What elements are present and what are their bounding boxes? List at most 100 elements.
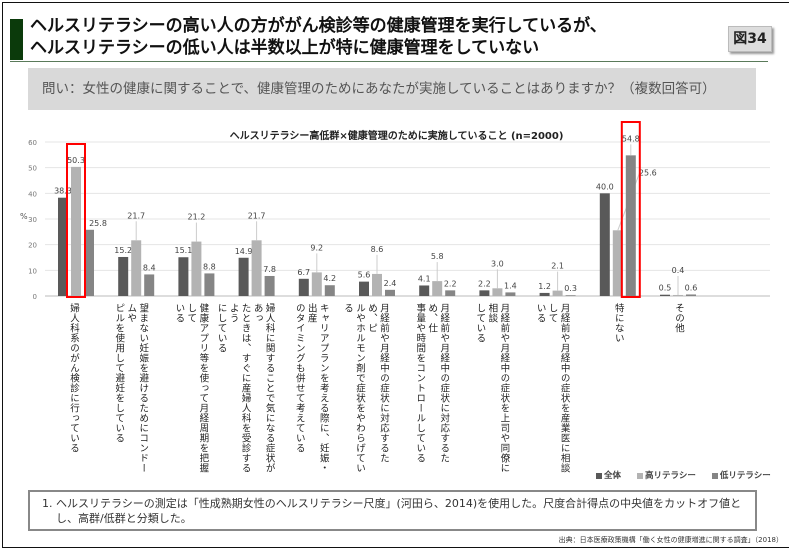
chart-title: ヘルスリテラシー高低群×健康管理のために実施していること (n=2000) [229, 131, 564, 142]
category-label: 月経前や月経中の症状を上司や同僚に相談 している [474, 303, 510, 478]
figure-number-badge: 図34 [728, 26, 772, 52]
bar-high [131, 240, 142, 296]
data-label: 25.6 [639, 168, 657, 177]
legend-item: 高リテラシー [637, 469, 696, 481]
category-label: 健康アプリ等を使って月経周期を把握して いる [173, 303, 208, 478]
bar-low [84, 229, 94, 296]
bar-high [311, 272, 322, 296]
legend-swatch [596, 472, 602, 479]
category-label: 望まない妊娠を避けるためにコンドームや ピルを使用して避妊をしている [113, 303, 148, 478]
bar-all [539, 292, 550, 296]
bar-low [505, 292, 516, 296]
data-label: 9.2 [310, 243, 323, 252]
bar-high [372, 273, 382, 296]
bar-all [118, 256, 129, 296]
category-label: 特にない [612, 303, 624, 478]
data-label: 50.3 [67, 156, 85, 165]
y-tick-label: 0 [33, 293, 37, 301]
bar-high [612, 230, 623, 296]
data-label: 0.3 [564, 284, 577, 293]
bar-low [264, 275, 275, 296]
y-tick-label: 50 [28, 165, 37, 173]
category-label-line: 月経前や月経中の症状を産業医に相談して [546, 303, 570, 473]
data-label: 21.7 [127, 211, 145, 220]
legend-item: 全体 [596, 469, 621, 481]
category-label: 月経前や月経中の症状に対応するため、仕 事量や時間をコントロールしている [414, 303, 449, 478]
data-label: 0.4 [672, 266, 685, 275]
bar-all [419, 285, 430, 296]
data-label: 2.1 [551, 262, 564, 271]
bar-all [359, 281, 369, 296]
bar-all [479, 290, 490, 296]
data-label: 8.6 [371, 245, 384, 254]
data-label: 25.8 [89, 219, 107, 228]
bar-high [432, 281, 443, 296]
legend-item: 低リテラシー [711, 469, 771, 481]
y-axis-label: % [20, 212, 28, 221]
bar-high [673, 294, 683, 296]
bar-all [298, 278, 309, 296]
y-tick-label: 60 [28, 139, 37, 147]
footnote-box: 1. ヘルスリテラシーの測定は「性成熟期女性のヘルスリテラシー尺度」(河田ら、2… [28, 490, 757, 531]
category-label-line: にしている [215, 303, 227, 353]
bar-high [191, 241, 202, 296]
bar-high [492, 288, 503, 296]
data-label: 0.6 [685, 283, 698, 292]
category-label: 月経前や月経中の症状を産業医に相談して いる [535, 303, 570, 478]
category-label-line: 婦人科系のがん検診に行っている [68, 303, 79, 453]
bar-all [599, 193, 610, 296]
title-accent-bar [10, 19, 23, 60]
category-label-line: 月経前や月経中の症状を上司や同僚に相談 [486, 303, 510, 473]
data-label: 14.9 [235, 247, 253, 256]
bar-low [144, 274, 155, 296]
data-label: 2.2 [444, 279, 457, 288]
data-label: 15.1 [174, 246, 192, 255]
data-label: 5.6 [358, 271, 371, 280]
category-label-line: 婦人科に関することで気になる症状があっ [251, 303, 275, 473]
bar-low [625, 155, 636, 296]
data-label: 54.8 [622, 134, 640, 143]
data-label: 8.8 [203, 262, 216, 271]
category-label-line: 事量や時間をコントロールしている [414, 303, 426, 463]
category-label-line: している [474, 303, 486, 343]
bar-high [251, 240, 262, 296]
bar-high [71, 166, 81, 296]
y-tick-label: 30 [28, 216, 37, 224]
data-label: 38.3 [54, 187, 72, 196]
data-label: 2.2 [478, 279, 491, 288]
data-label: 6.7 [297, 268, 310, 277]
bar-all [238, 257, 249, 296]
category-label-line: のタイミングも併せて考えている [293, 303, 305, 453]
highlight-box [66, 143, 86, 298]
category-label-line: ルやホルモン剤で症状をやわらげている [342, 303, 365, 473]
bar-all [58, 197, 68, 296]
bar-all [660, 294, 670, 296]
legend-swatch [711, 472, 718, 479]
legend-label: 全体 [604, 471, 622, 481]
bar-low [686, 294, 696, 296]
title-line-2: ヘルスリテラシーの低い人は半数以上が特に健康管理をしていない [30, 38, 540, 58]
legend-label: 低リテラシー [719, 471, 771, 481]
bar-all [178, 257, 189, 296]
data-label: 4.2 [323, 274, 336, 283]
data-label: 5.8 [431, 252, 444, 261]
data-label: 4.1 [418, 274, 431, 283]
data-label: 21.7 [248, 211, 266, 220]
title-line-1: ヘルスリテラシーの高い人の方ががん検診等の健康管理を実行しているが、 [30, 16, 607, 36]
bar-chart: 0 10 20 30 40 50 60% 38.3 15.2 15.1 14.9 6.7 5.6 4.1 2… [20, 121, 770, 301]
bar-low [385, 289, 395, 296]
chart-legend: 全体 高リテラシー 低リテラシー [596, 469, 771, 481]
source-citation: 出典：日本医療政策機構「働く女性の健康増進に関する調査」（2018） [558, 536, 783, 544]
category-label: 婦人科に関することで気になる症状があっ たときは、すぐに産婦人科を受診するよう にし… [216, 303, 275, 478]
legend-swatch [637, 472, 644, 479]
data-label: 1.2 [538, 282, 551, 291]
legend-label: 高リテラシー [645, 471, 696, 481]
y-tick-label: 40 [28, 190, 37, 198]
highlight-box [620, 121, 641, 298]
category-label-line: たときは、すぐに産婦人科を受診するよう [227, 303, 251, 473]
data-label: 7.8 [263, 265, 276, 274]
category-label: 月経前や月経中の症状に対応するため、ピ ルやホルモン剤で症状をやわらげている [342, 303, 389, 478]
category-label: その他 [672, 303, 684, 478]
category-label-line: キャリアプランを考える際に、妊娠・出産 [305, 303, 329, 473]
y-tick-label: 10 [28, 267, 37, 275]
